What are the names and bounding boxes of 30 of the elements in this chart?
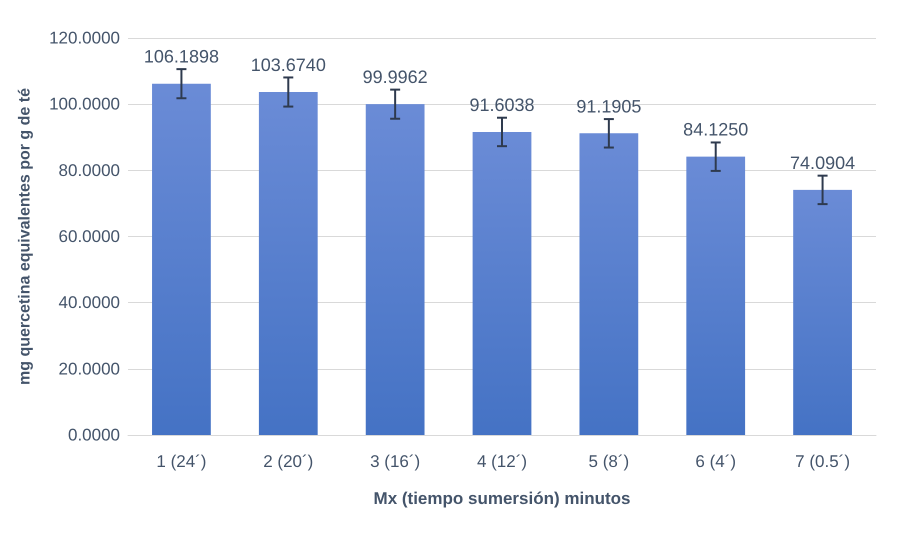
y-axis-title: mg quercetina equivalentes por g de té [16, 88, 34, 385]
y-tick-label: 120.0000 [49, 28, 120, 48]
x-tick-label: 7 (0.5´) [795, 452, 850, 471]
bar [152, 84, 211, 435]
bar [579, 133, 638, 435]
y-tick-label: 40.0000 [58, 293, 120, 312]
y-tick-label: 80.0000 [58, 160, 120, 180]
data-label: 91.1905 [576, 96, 642, 116]
data-label: 99.9962 [362, 67, 428, 88]
bar [793, 190, 852, 435]
x-tick-label: 2 (20´) [263, 452, 314, 471]
data-label: 74.0904 [790, 152, 856, 173]
x-tick-label: 4 (12´) [476, 452, 528, 471]
bar [472, 132, 532, 435]
bar [686, 156, 746, 435]
x-tick-label: 5 (8´) [588, 452, 630, 471]
x-tick-label: 3 (16´) [370, 452, 420, 471]
x-tick-label: 6 (4´) [695, 452, 736, 471]
y-tick-label: 60.0000 [58, 227, 120, 246]
data-label: 103.6740 [250, 55, 326, 76]
y-tick-label: 100.0000 [49, 94, 120, 114]
data-label: 91.6038 [469, 94, 535, 115]
data-label: 106.1898 [144, 46, 219, 67]
bar [366, 104, 425, 435]
bar [258, 92, 318, 435]
y-tick-label: 20.0000 [58, 359, 120, 378]
x-tick-label: 1 (24´) [156, 452, 206, 471]
data-label: 84.1250 [683, 120, 748, 140]
y-tick-label: 0.0000 [68, 426, 120, 444]
x-axis-title: Mx (tiempo sumersión) minutos [374, 489, 630, 508]
